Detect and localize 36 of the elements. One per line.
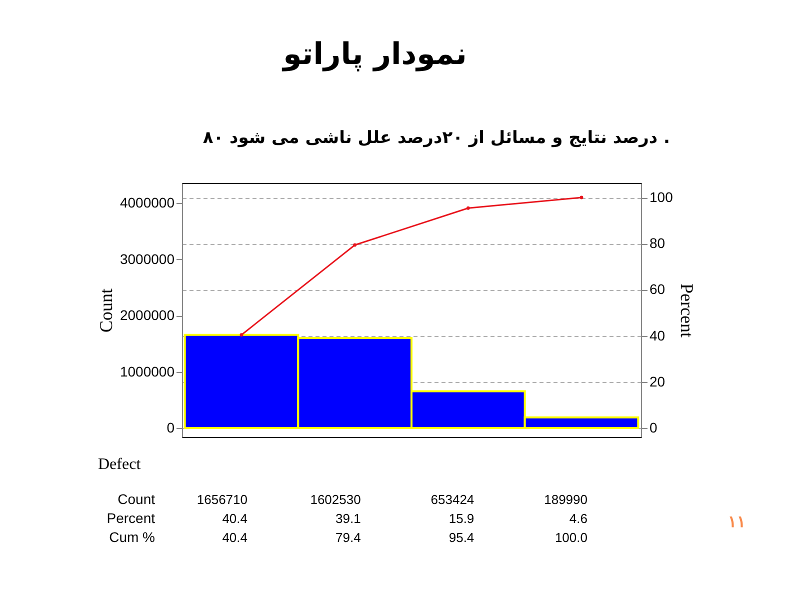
y2-tick-label: 60 — [650, 281, 666, 298]
text: ١١ — [728, 514, 746, 531]
text: Percent — [106, 510, 156, 526]
y2-tick-label: 40 — [650, 327, 666, 344]
y-axis-title: Count — [96, 288, 116, 333]
y-tick-label: 1000000 — [120, 363, 175, 380]
data-label: 1656710 — [196, 492, 248, 507]
text: 39.1 — [336, 511, 361, 526]
y-tick-label: 3000000 — [120, 250, 175, 267]
point — [353, 243, 357, 247]
y-tick-label: 0 — [166, 420, 175, 436]
data-label: 653424 — [430, 492, 474, 507]
text: Cum % — [109, 529, 155, 545]
chart-title: نمودار پاراتو — [281, 37, 467, 72]
y2-axis-title: Percent — [676, 284, 697, 338]
text: 4.6 — [569, 511, 588, 526]
point — [466, 206, 470, 210]
x-axis-title: Defect — [98, 456, 142, 473]
y-tick-label: 4000000 — [120, 194, 175, 211]
data-label: 1602530 — [310, 492, 361, 507]
text: 40.4 — [222, 511, 248, 526]
y2-tick-label: 80 — [650, 235, 666, 252]
y-tick-label: 2000000 — [120, 307, 175, 324]
y2-tick-label: 0 — [650, 420, 658, 436]
data-label: 79.4 — [336, 530, 361, 545]
data-label: 100.0 — [554, 530, 588, 545]
point — [580, 196, 584, 200]
chart-subtitle: ۸۰ درصد نتایج و مسائل از ۲۰درصد علل ناشی می شود . — [202, 128, 670, 148]
y2-tick-label: 20 — [650, 373, 666, 390]
data-label: 40.4 — [222, 530, 248, 545]
y2-tick-label: 100 — [650, 189, 674, 206]
data-label: 189990 — [544, 492, 588, 507]
data-label: 95.4 — [448, 530, 474, 545]
text: 15.9 — [448, 511, 474, 526]
point — [240, 333, 244, 337]
text: Count — [118, 491, 156, 507]
